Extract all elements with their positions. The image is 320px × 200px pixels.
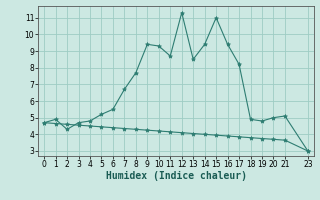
- X-axis label: Humidex (Indice chaleur): Humidex (Indice chaleur): [106, 171, 246, 181]
